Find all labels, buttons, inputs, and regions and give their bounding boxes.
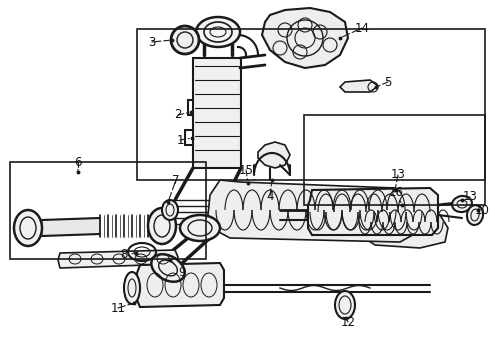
Polygon shape xyxy=(137,263,224,307)
Text: 1: 1 xyxy=(176,134,184,147)
Text: 14: 14 xyxy=(354,22,369,35)
Text: 15: 15 xyxy=(239,163,253,176)
Ellipse shape xyxy=(452,196,472,212)
Polygon shape xyxy=(42,218,100,236)
Polygon shape xyxy=(208,180,420,242)
Text: 2: 2 xyxy=(174,108,182,122)
Bar xyxy=(304,115,485,205)
Ellipse shape xyxy=(335,291,355,319)
Text: 12: 12 xyxy=(341,315,356,328)
Text: 5: 5 xyxy=(384,76,392,89)
Ellipse shape xyxy=(14,210,42,246)
Text: 3: 3 xyxy=(148,36,156,49)
Text: 16: 16 xyxy=(389,185,403,198)
Ellipse shape xyxy=(467,205,483,225)
Ellipse shape xyxy=(151,254,185,282)
Ellipse shape xyxy=(180,215,220,241)
Polygon shape xyxy=(58,250,178,268)
Ellipse shape xyxy=(162,200,178,220)
Ellipse shape xyxy=(148,208,176,244)
Text: 10: 10 xyxy=(474,203,490,216)
Polygon shape xyxy=(355,195,448,248)
Text: 13: 13 xyxy=(391,168,405,181)
Ellipse shape xyxy=(171,26,199,54)
Text: 7: 7 xyxy=(172,174,180,186)
Text: 4: 4 xyxy=(266,189,274,202)
Polygon shape xyxy=(340,80,378,92)
Text: 8: 8 xyxy=(121,248,128,261)
Ellipse shape xyxy=(196,17,240,47)
Bar xyxy=(10,162,206,259)
Polygon shape xyxy=(193,58,241,168)
Polygon shape xyxy=(258,142,290,168)
Polygon shape xyxy=(308,188,438,235)
Text: 13: 13 xyxy=(463,190,477,203)
Polygon shape xyxy=(262,8,348,68)
Bar xyxy=(137,29,485,180)
Text: 11: 11 xyxy=(111,302,125,315)
Text: 9: 9 xyxy=(178,266,186,279)
Ellipse shape xyxy=(124,272,140,304)
Text: 6: 6 xyxy=(74,156,82,168)
